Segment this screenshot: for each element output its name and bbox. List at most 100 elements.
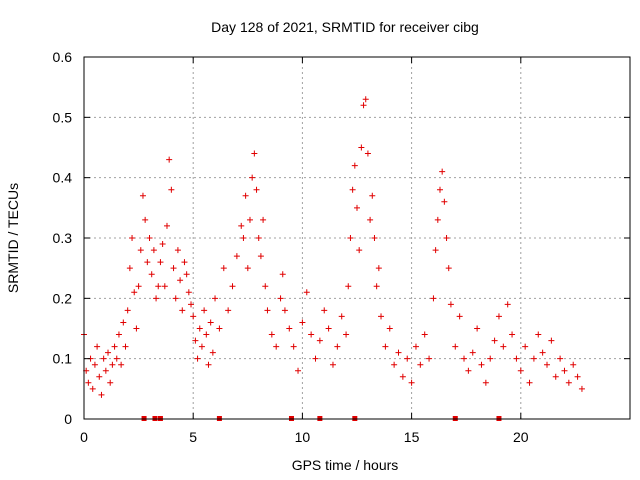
data-point: [469, 349, 476, 356]
data-point: [225, 307, 232, 314]
data-point: [354, 204, 360, 211]
data-point: [430, 295, 437, 302]
data-point: [445, 265, 452, 272]
data-point: [122, 343, 129, 350]
data-point: [369, 192, 376, 199]
data-point: [170, 265, 177, 272]
data-point: [153, 295, 160, 302]
x-axis-title: GPS time / hours: [292, 457, 399, 473]
data-point: [133, 325, 140, 332]
data-point: [356, 247, 363, 254]
data-point: [578, 385, 585, 392]
data-point: [257, 253, 264, 260]
data-point: [561, 367, 568, 374]
data-point: [277, 295, 284, 302]
data-point: [174, 247, 181, 254]
y-tick-label: 0.5: [53, 109, 73, 125]
data-point: [96, 373, 103, 380]
data-point: [229, 283, 236, 290]
data-point: [260, 216, 267, 223]
data-point: [150, 247, 157, 254]
data-point: [146, 235, 153, 241]
data-point: [244, 265, 251, 272]
data-point: [249, 174, 256, 181]
data-point: [364, 150, 371, 157]
data-point: [220, 265, 227, 272]
data-point: [382, 343, 389, 350]
data-point: [209, 349, 216, 356]
y-tick-label: 0.6: [53, 49, 73, 65]
data-point: [308, 331, 315, 338]
data-point: [371, 235, 378, 241]
data-point: [321, 307, 328, 314]
data-point: [118, 361, 125, 368]
data-point: [441, 198, 448, 205]
x-tick-label: 5: [189, 429, 197, 445]
data-point: [192, 337, 199, 344]
data-point: [312, 355, 319, 362]
data-point: [188, 301, 195, 308]
data-point: [565, 379, 572, 386]
data-point: [360, 102, 367, 109]
data-point: [205, 361, 212, 368]
data-point: [358, 144, 365, 151]
data-point: [144, 259, 151, 266]
data-point: [207, 319, 214, 326]
y-tick-labels: 0 0.1 0.2 0.3 0.4 0.5 0.6: [53, 49, 73, 427]
data-point: [255, 235, 262, 241]
chart-title: Day 128 of 2021, SRMTID for receiver cib…: [211, 19, 479, 35]
data-point: [399, 373, 406, 380]
data-point: [198, 343, 205, 350]
data-point: [273, 343, 280, 350]
data-point: [251, 150, 258, 157]
data-point: [233, 253, 240, 260]
data-point: [349, 186, 356, 193]
data-point: [253, 186, 260, 193]
data-point: [89, 385, 96, 392]
data-point: [539, 349, 546, 356]
data-point: [196, 325, 203, 332]
data-point: [107, 379, 114, 386]
data-point: [194, 355, 201, 362]
data-point: [436, 186, 443, 193]
data-point: [181, 259, 188, 266]
data-point: [461, 355, 468, 362]
x-tick-label: 10: [295, 429, 311, 445]
data-point: [177, 277, 184, 284]
data-point: [102, 367, 109, 374]
data-point: [509, 331, 516, 338]
data-point: [482, 379, 489, 386]
y-tick-label: 0: [64, 411, 72, 427]
data-point: [465, 367, 472, 374]
data-point: [129, 235, 136, 241]
data-point: [157, 259, 164, 266]
data-point: [544, 361, 551, 368]
data-point: [172, 295, 179, 302]
data-point: [286, 325, 293, 332]
data-point: [303, 289, 310, 296]
data-point: [159, 241, 166, 248]
data-point: [299, 319, 306, 326]
data-point: [447, 301, 454, 308]
data-point: [115, 331, 122, 338]
data-point: [434, 216, 441, 223]
data-point: [240, 235, 247, 241]
data-point: [111, 343, 118, 350]
grid-lines: [84, 57, 630, 419]
y-tick-label: 0.3: [53, 230, 73, 246]
data-point: [201, 307, 208, 314]
data-point: [500, 343, 507, 350]
data-point: [185, 289, 192, 296]
x-tick-label: 20: [513, 429, 529, 445]
data-point: [85, 379, 92, 386]
data-point: [179, 307, 186, 314]
data-point: [212, 295, 219, 302]
data-point: [246, 216, 253, 223]
data-point: [478, 361, 485, 368]
data-point: [526, 379, 533, 386]
data-point: [421, 331, 428, 338]
data-point: [139, 192, 146, 199]
data-point: [373, 283, 380, 290]
x-tick-label: 0: [80, 429, 88, 445]
